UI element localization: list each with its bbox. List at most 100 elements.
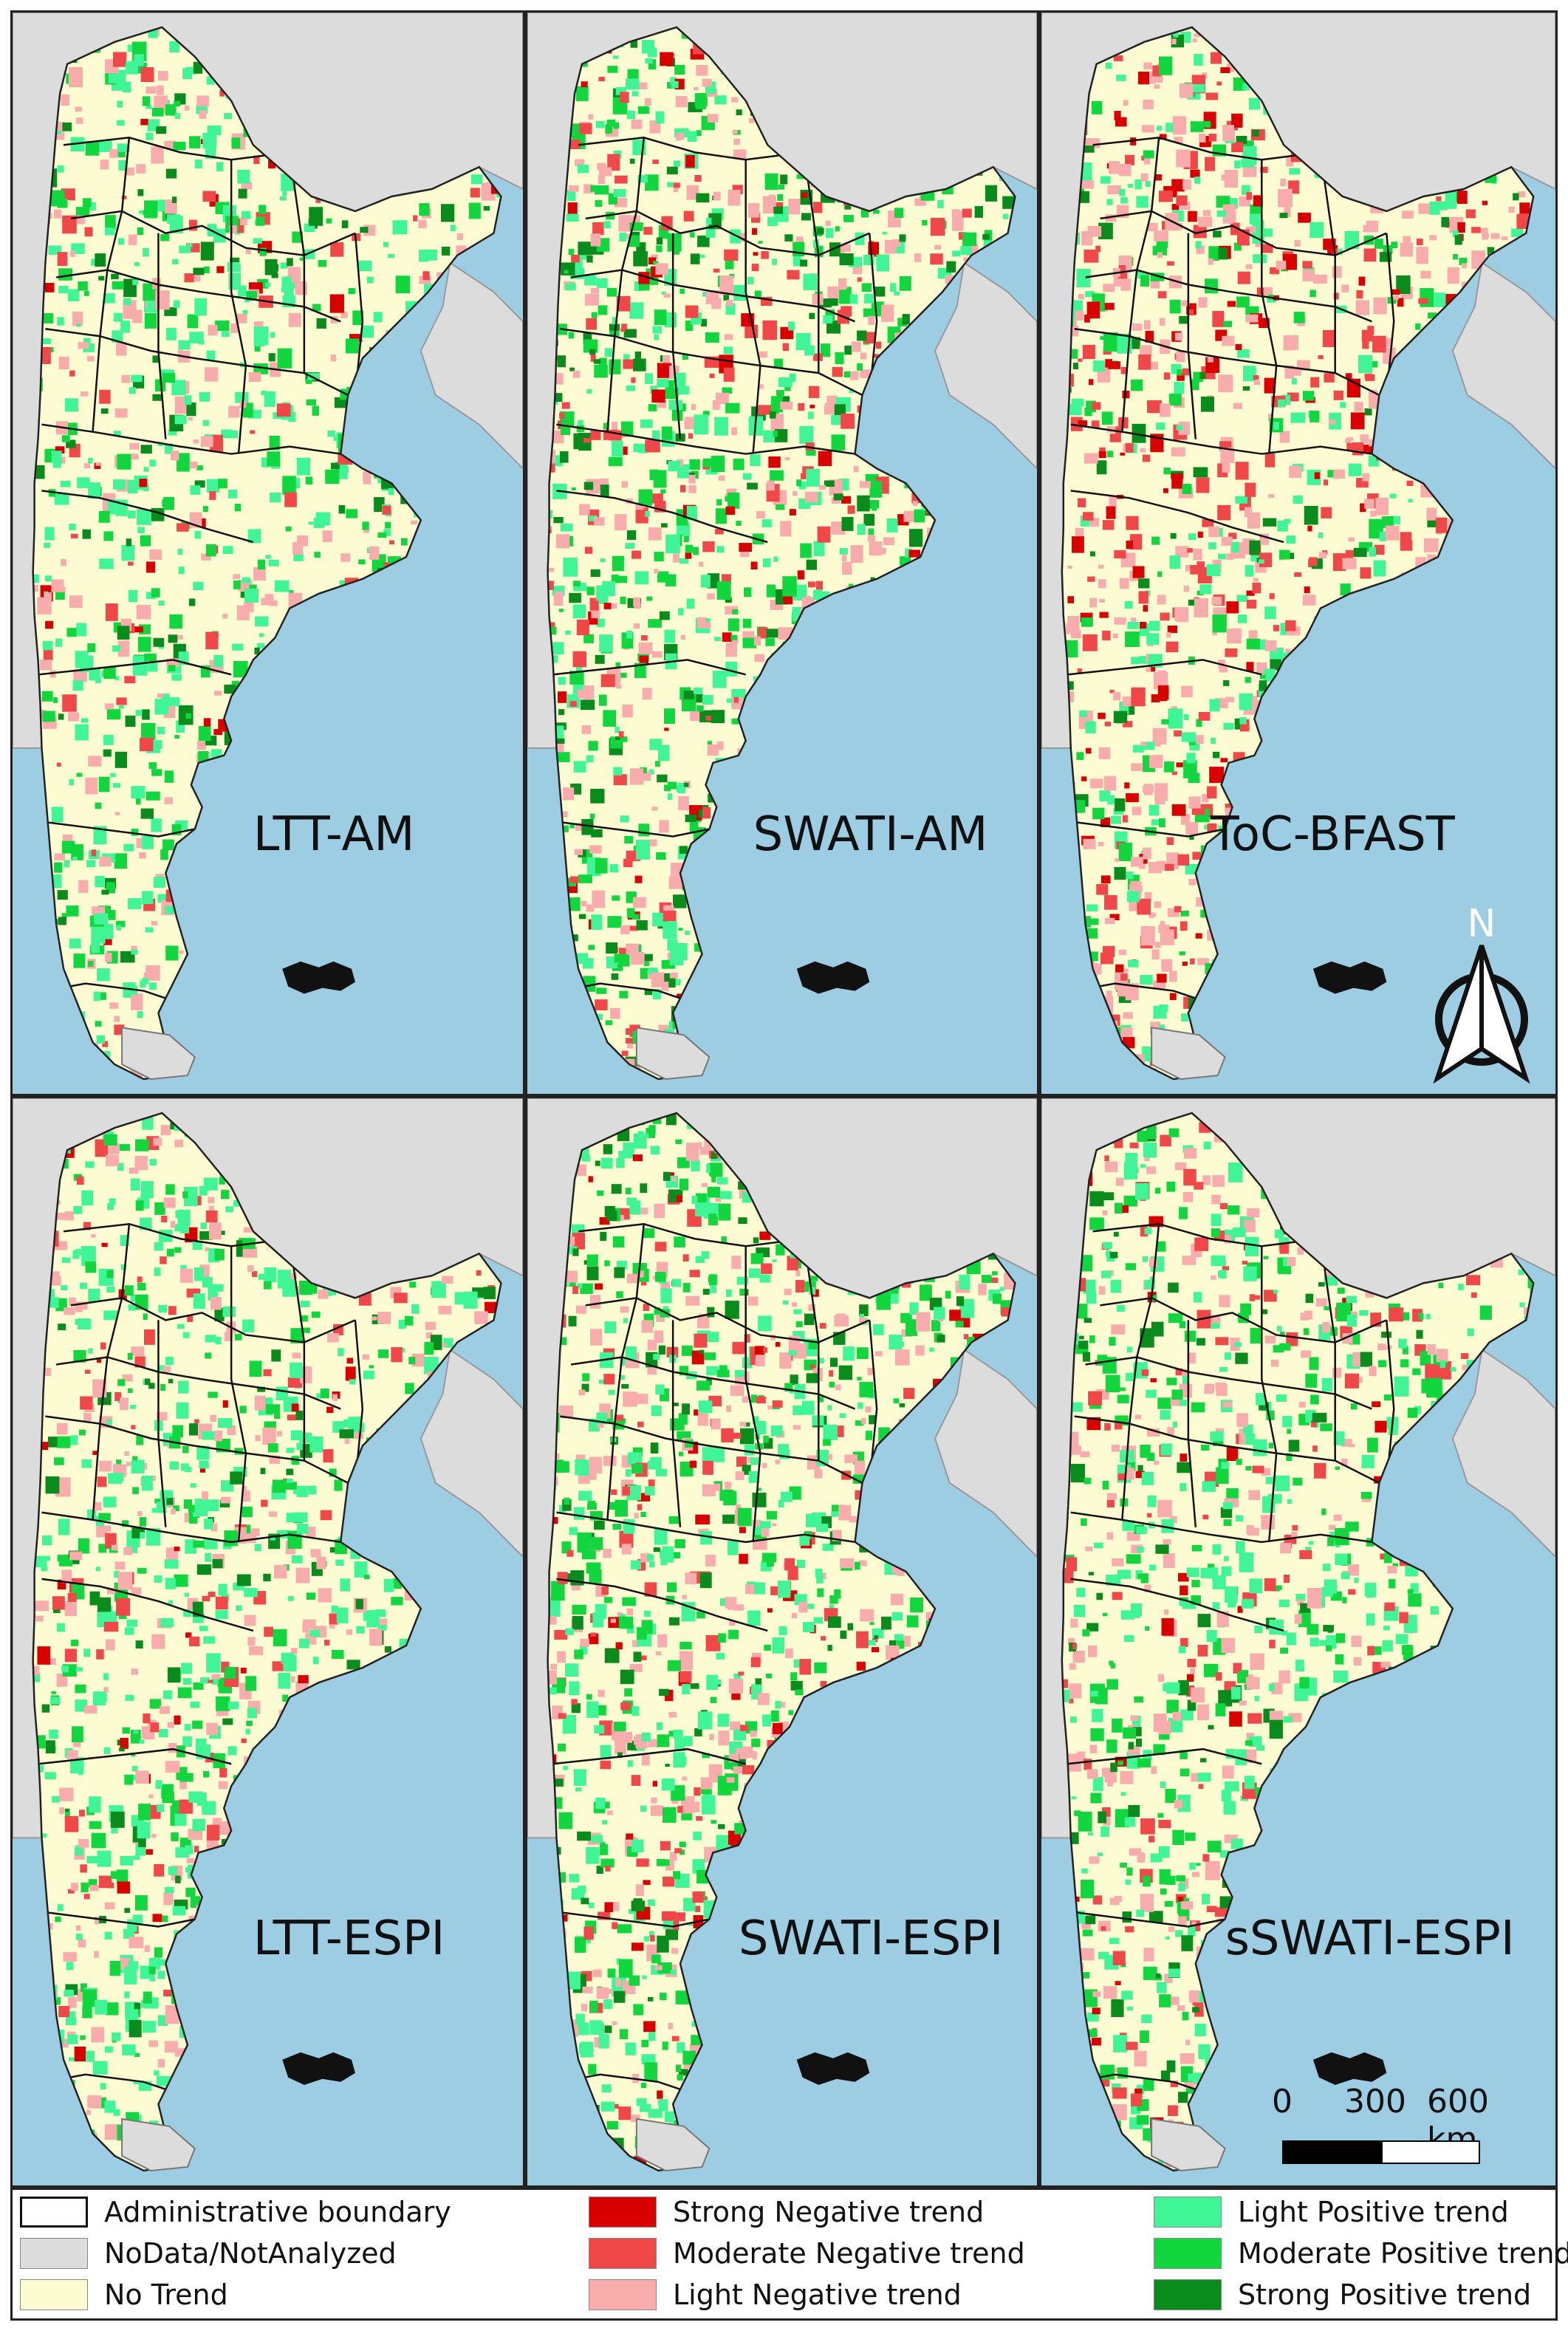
- legend-swatch: [20, 2279, 88, 2310]
- province-boundary: [556, 1578, 768, 1632]
- province-boundary: [1070, 821, 1225, 838]
- tierra-del-fuego: [635, 2118, 711, 2171]
- legend-item: Moderate Negative trend: [589, 2237, 1025, 2270]
- legend-swatch: [1154, 2238, 1222, 2269]
- legend-label: Moderate Positive trend: [1238, 2237, 1568, 2270]
- province-boundary: [1121, 137, 1160, 432]
- country-boundary: [547, 26, 1016, 1081]
- falkland-islands: [1312, 961, 1387, 994]
- falkland-islands: [282, 961, 355, 994]
- neighbor-land: [1451, 1348, 1555, 1558]
- legend-item: Strong Positive trend: [1154, 2279, 1531, 2311]
- falkland-islands: [282, 2052, 355, 2085]
- province-boundary: [803, 1239, 820, 1461]
- province-boundary: [288, 152, 306, 373]
- map-canvas: [13, 1098, 523, 2172]
- province-boundary: [230, 160, 247, 454]
- legend-label: Administrative boundary: [104, 2196, 451, 2228]
- province-boundary: [38, 659, 232, 676]
- neighbor-land: [934, 1348, 1037, 1558]
- legend-label: Light Positive trend: [1238, 2196, 1509, 2228]
- neighbor-land: [420, 261, 523, 470]
- legend-item: No Trend: [20, 2279, 228, 2311]
- scale-label-0: 0: [1272, 2083, 1293, 2120]
- country-boundary: [547, 1112, 1016, 2172]
- legend-swatch: [20, 2197, 88, 2228]
- country-boundary: [1061, 1112, 1535, 2172]
- province-boundary: [1070, 1578, 1284, 1632]
- province-boundary: [1070, 490, 1284, 544]
- province-boundary: [41, 490, 254, 544]
- map-panel-4: LTT-ESPI: [10, 1096, 525, 2188]
- country-boundary: [32, 26, 502, 1081]
- country-land: [547, 27, 1016, 1080]
- province-boundary: [92, 137, 131, 432]
- tierra-del-fuego: [121, 2118, 196, 2171]
- province-boundary: [38, 1747, 232, 1765]
- province-boundary: [744, 160, 761, 454]
- province-boundary: [157, 1320, 167, 1527]
- neighbor-land: [934, 261, 1037, 470]
- north-arrow: N: [1423, 901, 1541, 1086]
- country-boundary: [1061, 26, 1535, 1081]
- scale-label-300: 300: [1344, 2083, 1406, 2120]
- province-boundary: [1319, 1239, 1336, 1461]
- map-canvas: [527, 1098, 1037, 2172]
- legend-item: Light Positive trend: [1154, 2196, 1509, 2228]
- province-boundary: [1121, 1224, 1160, 1520]
- map-canvas: [1041, 13, 1555, 1081]
- legend-swatch: [1154, 2197, 1222, 2228]
- legend-label: No Trend: [104, 2279, 228, 2311]
- panel-label: ToC-BFAST: [1210, 807, 1455, 862]
- panel-label: LTT-ESPI: [253, 1911, 445, 1967]
- province-boundary: [1070, 1911, 1225, 1928]
- province-boundary: [1187, 1320, 1197, 1527]
- legend-label: Strong Negative trend: [673, 2196, 985, 2228]
- north-arrow-label: N: [1468, 902, 1496, 946]
- province-boundary: [803, 152, 820, 373]
- tierra-del-fuego: [1151, 1027, 1226, 1081]
- province-boundary: [552, 659, 747, 676]
- panel-label: LTT-AM: [253, 807, 415, 862]
- scale-bar-white: [1381, 2140, 1480, 2164]
- province-boundary: [606, 1224, 645, 1520]
- scale-bar: 0 300 600 km: [1256, 2083, 1521, 2171]
- legend-item: Light Negative trend: [589, 2279, 962, 2311]
- legend-item: NoData/NotAnalyzed: [20, 2237, 397, 2270]
- map-canvas: [13, 13, 523, 1081]
- map-panel-1: LTT-AM: [10, 10, 525, 1096]
- legend-label: Light Negative trend: [673, 2279, 962, 2311]
- legend-swatch: [20, 2238, 88, 2269]
- map-canvas: [1041, 1098, 1555, 2172]
- province-boundary: [1187, 233, 1197, 439]
- province-boundary: [671, 1320, 682, 1527]
- tierra-del-fuego: [1151, 2118, 1226, 2171]
- province-boundary: [556, 1911, 710, 1928]
- province-boundary: [288, 1239, 306, 1461]
- province-boundary: [744, 1246, 761, 1542]
- falkland-islands: [1312, 2052, 1387, 2085]
- province-boundary: [671, 233, 682, 439]
- province-boundary: [552, 1747, 747, 1765]
- province-boundary: [230, 1246, 247, 1542]
- falkland-islands: [796, 2052, 870, 2085]
- province-boundary: [556, 490, 768, 544]
- legend-swatch: [1154, 2279, 1222, 2310]
- legend-label: Moderate Negative trend: [673, 2237, 1025, 2270]
- panel-label: sSWATI-ESPI: [1225, 1911, 1515, 1967]
- province-boundary: [1261, 1246, 1278, 1542]
- map-canvas: [527, 13, 1037, 1081]
- map-panel-5: SWATI-ESPI: [525, 1096, 1039, 2188]
- legend-swatch: [589, 2238, 657, 2269]
- country-land: [32, 1113, 501, 2171]
- map-panel-6: sSWATI-ESPI: [1039, 1096, 1558, 2188]
- country-land: [1061, 27, 1534, 1080]
- province-boundary: [157, 233, 167, 439]
- country-boundary: [32, 1112, 502, 2172]
- legend-item: Administrative boundary: [20, 2196, 451, 2228]
- neighbor-land: [1451, 261, 1555, 470]
- panel-label: SWATI-AM: [753, 807, 988, 862]
- tierra-del-fuego: [635, 1027, 711, 1081]
- province-boundary: [556, 821, 710, 838]
- panel-label: SWATI-ESPI: [738, 1911, 1004, 1967]
